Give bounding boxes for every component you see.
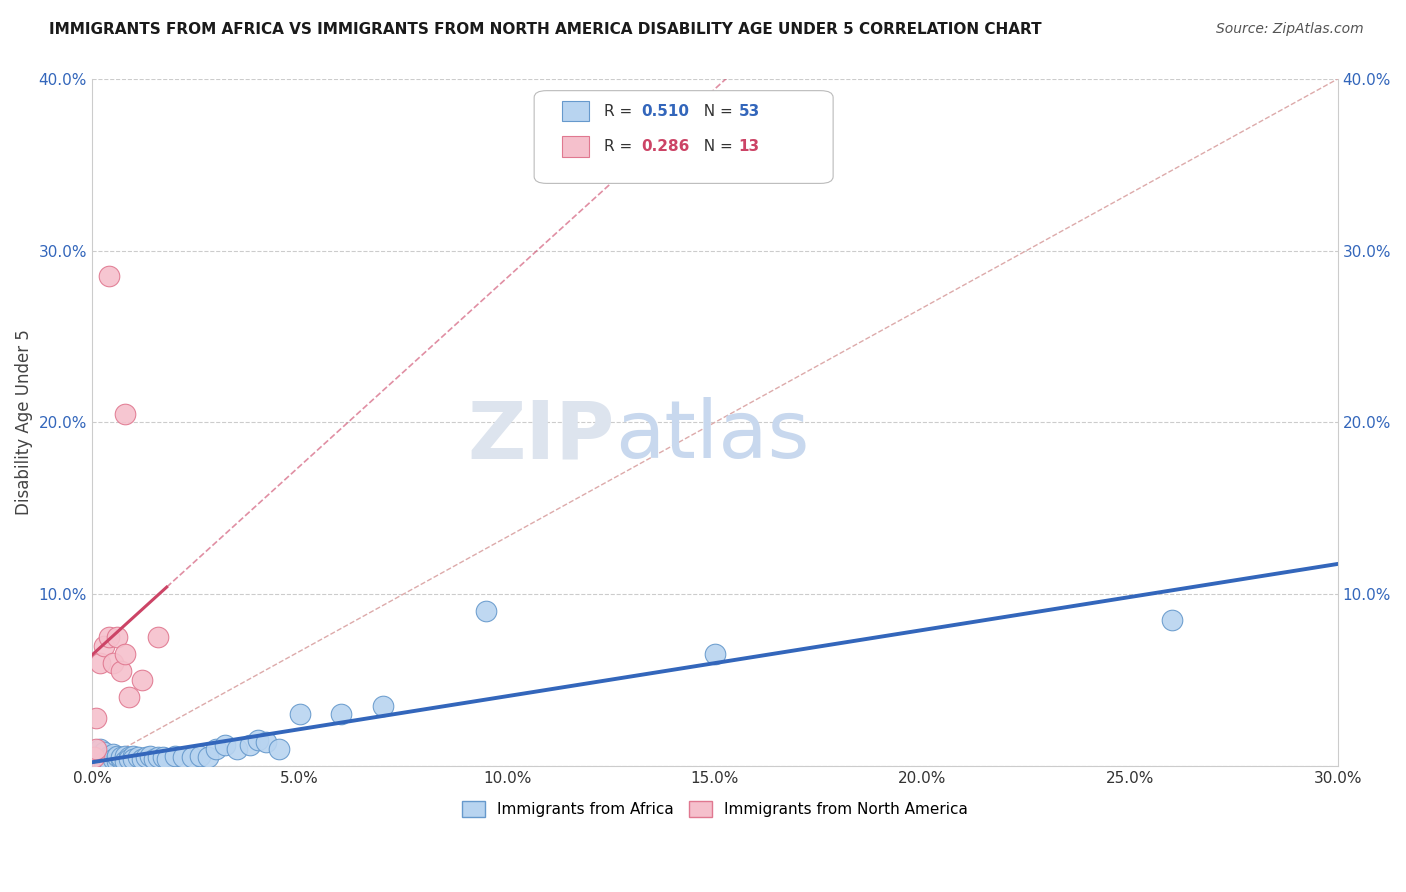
Point (180, 750, 202, 764)
Point (118, 690, 141, 705)
Point (110, 750, 132, 764)
Point (84, 754, 107, 768)
Point (197, 750, 219, 764)
Point (254, 735, 277, 749)
Point (89, 656, 111, 670)
Text: 13: 13 (738, 139, 759, 154)
Point (114, 647, 136, 661)
Point (239, 738, 262, 752)
Point (84, 711, 107, 725)
Point (105, 748, 128, 763)
Point (127, 750, 149, 764)
Point (93, 639, 115, 653)
Point (101, 752, 124, 766)
Text: 0.286: 0.286 (641, 139, 690, 154)
Text: N =: N = (693, 139, 737, 154)
Y-axis label: Disability Age Under 5: Disability Age Under 5 (15, 329, 32, 516)
Text: N =: N = (693, 103, 737, 119)
Point (101, 747, 124, 761)
Point (330, 707, 353, 722)
Point (110, 665, 132, 679)
Text: IMMIGRANTS FROM AFRICA VS IMMIGRANTS FROM NORTH AMERICA DISABILITY AGE UNDER 5 C: IMMIGRANTS FROM AFRICA VS IMMIGRANTS FRO… (49, 22, 1042, 37)
Point (97, 748, 120, 763)
Text: ZIP: ZIP (468, 397, 614, 475)
Point (131, 673, 153, 687)
Point (148, 750, 170, 764)
Point (118, 752, 141, 766)
FancyBboxPatch shape (561, 136, 589, 157)
Point (97, 754, 120, 768)
Point (89, 747, 111, 761)
Point (148, 630, 170, 644)
Point (226, 741, 249, 756)
Text: 0.510: 0.510 (641, 103, 689, 119)
Text: R =: R = (605, 103, 637, 119)
Text: 53: 53 (738, 103, 759, 119)
Point (101, 750, 124, 764)
Point (84, 745, 107, 759)
FancyBboxPatch shape (561, 101, 589, 121)
Text: Source: ZipAtlas.com: Source: ZipAtlas.com (1216, 22, 1364, 37)
Legend: Immigrants from Africa, Immigrants from North America: Immigrants from Africa, Immigrants from … (456, 796, 974, 823)
Point (89, 752, 111, 766)
Point (97, 630, 120, 644)
Point (118, 750, 141, 764)
Point (97, 269, 120, 284)
Text: R =: R = (605, 139, 637, 154)
Point (156, 752, 179, 766)
Point (172, 750, 194, 764)
Point (371, 698, 394, 713)
Point (93, 754, 115, 768)
Point (93, 750, 115, 764)
Point (214, 738, 236, 752)
Point (93, 745, 115, 759)
Point (122, 748, 145, 763)
Point (114, 748, 136, 763)
Point (188, 748, 211, 763)
Point (163, 748, 186, 763)
Point (139, 748, 162, 763)
Point (152, 750, 174, 764)
Point (288, 707, 311, 722)
Point (131, 752, 153, 766)
Point (97, 752, 120, 766)
Point (105, 750, 128, 764)
Point (84, 750, 107, 764)
Point (89, 741, 111, 756)
Point (93, 756, 115, 770)
Point (267, 741, 290, 756)
Point (143, 752, 166, 766)
Point (703, 647, 725, 661)
Point (475, 604, 498, 618)
Point (101, 656, 124, 670)
Point (110, 752, 132, 766)
Point (114, 754, 136, 768)
Point (83, 750, 105, 764)
FancyBboxPatch shape (534, 91, 834, 184)
Point (122, 752, 145, 766)
Point (135, 750, 157, 764)
Point (114, 407, 136, 421)
Point (247, 733, 270, 747)
Point (205, 741, 228, 756)
Point (105, 630, 128, 644)
Point (1160, 613, 1182, 627)
Point (84, 741, 107, 756)
Text: atlas: atlas (614, 397, 810, 475)
Point (105, 754, 128, 768)
